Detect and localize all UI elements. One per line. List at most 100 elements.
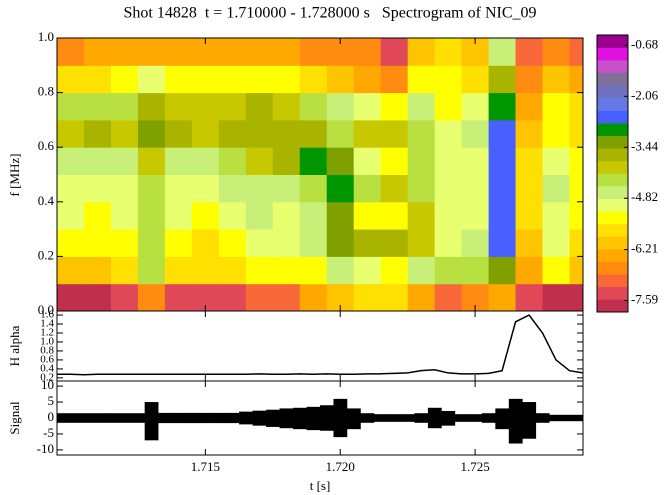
heatmap-cell bbox=[245, 65, 274, 94]
heatmap-cell bbox=[326, 229, 355, 257]
heatmap-cell bbox=[218, 283, 247, 311]
signal-envelope bbox=[63, 413, 78, 423]
y-tick-label: 10 bbox=[41, 377, 54, 392]
heatmap-cell bbox=[57, 65, 85, 94]
heatmap-cell bbox=[407, 119, 436, 148]
heatmap-cell bbox=[164, 256, 193, 285]
heatmap-cell bbox=[326, 174, 355, 203]
signal-envelope bbox=[198, 412, 213, 424]
signal-envelope bbox=[77, 413, 92, 423]
heatmap-cell bbox=[191, 201, 220, 230]
colorbar-band bbox=[597, 47, 628, 61]
heatmap-cell bbox=[299, 201, 328, 230]
signal-envelope bbox=[239, 411, 253, 425]
y-axis-label: f [MHz] bbox=[7, 154, 22, 197]
signal-envelope bbox=[427, 407, 442, 429]
colorbar-tick-label: -4.82 bbox=[631, 189, 658, 204]
y-tick-label: 1.0 bbox=[40, 335, 54, 347]
y-axis-label: H alpha bbox=[7, 325, 22, 366]
signal-envelope bbox=[373, 414, 388, 422]
colorbar-band bbox=[597, 160, 628, 174]
heatmap-cell bbox=[380, 65, 409, 94]
signal-envelope bbox=[279, 408, 294, 429]
heatmap-cell bbox=[569, 65, 583, 94]
signal-envelope bbox=[562, 414, 577, 422]
signal-envelope bbox=[346, 408, 361, 430]
heatmap-cell bbox=[380, 147, 409, 175]
heatmap-cell bbox=[434, 229, 463, 257]
heatmap-cell bbox=[299, 119, 328, 148]
heatmap-cell bbox=[272, 65, 301, 94]
colorbar-band bbox=[597, 249, 628, 262]
heatmap-cell bbox=[83, 119, 112, 148]
heatmap-cell bbox=[83, 256, 112, 285]
heatmap-cell bbox=[326, 119, 355, 148]
y-tick-label: 0.8 bbox=[40, 344, 54, 356]
heatmap-cell bbox=[434, 38, 463, 66]
heatmap-cell bbox=[272, 38, 301, 66]
heatmap-cell bbox=[380, 92, 409, 121]
heatmap-cell bbox=[272, 119, 301, 148]
heatmap-cell bbox=[488, 201, 517, 230]
heatmap-cell bbox=[218, 256, 247, 285]
heatmap-cell bbox=[434, 256, 463, 285]
heatmap-cell bbox=[83, 92, 112, 121]
signal-envelope bbox=[293, 407, 307, 430]
heatmap-cell bbox=[353, 174, 382, 203]
signal-envelope bbox=[414, 413, 429, 423]
heatmap-cell bbox=[83, 283, 112, 311]
heatmap-cell bbox=[299, 147, 328, 175]
heatmap-cell bbox=[218, 92, 247, 121]
heatmap-cell bbox=[326, 65, 355, 94]
heatmap-cell bbox=[326, 256, 355, 285]
heatmap-cell bbox=[245, 119, 274, 148]
signal-envelope bbox=[306, 406, 321, 431]
heatmap-cell bbox=[191, 256, 220, 285]
heatmap-cell bbox=[515, 229, 544, 257]
colorbar-tick-label: -7.59 bbox=[631, 292, 658, 307]
colorbar-band bbox=[597, 211, 628, 225]
heatmap-cell bbox=[245, 229, 274, 257]
heatmap-cell bbox=[57, 283, 85, 311]
colorbar-tick-label: -0.68 bbox=[631, 36, 658, 51]
heatmap-cell bbox=[245, 38, 274, 66]
heatmap-cell bbox=[83, 38, 112, 66]
y-tick-label: 0.0 bbox=[38, 302, 54, 317]
heatmap-cell bbox=[515, 201, 544, 230]
heatmap-cell bbox=[461, 256, 490, 285]
heatmap-cell bbox=[488, 119, 517, 148]
heatmap-cell bbox=[488, 229, 517, 257]
y-tick-label: 0.8 bbox=[38, 84, 54, 99]
heatmap-cell bbox=[164, 38, 193, 66]
heatmap-cell bbox=[407, 201, 436, 230]
heatmap-cell bbox=[542, 119, 571, 148]
heatmap-cell bbox=[83, 174, 112, 203]
colorbar-tick-label: -3.44 bbox=[631, 138, 659, 153]
heatmap-cell bbox=[164, 119, 193, 148]
heatmap-cell bbox=[434, 65, 463, 94]
heatmap-cell bbox=[542, 38, 571, 66]
heatmap-cell bbox=[515, 92, 544, 121]
y-tick-label: 1.2 bbox=[40, 327, 54, 339]
heatmap-cell bbox=[488, 174, 517, 203]
heatmap-cell bbox=[137, 38, 166, 66]
panel-frame bbox=[56, 310, 584, 382]
signal-envelope bbox=[400, 414, 415, 422]
colorbar-band bbox=[597, 97, 628, 111]
heatmap-cell bbox=[218, 65, 247, 94]
heatmap-cell bbox=[569, 229, 583, 257]
colorbar-band bbox=[597, 186, 628, 199]
heatmap-cell bbox=[488, 283, 517, 311]
heatmap-cell bbox=[407, 174, 436, 203]
heatmap-cell bbox=[542, 283, 571, 311]
colorbar-tick-label: -2.06 bbox=[631, 87, 659, 102]
heatmap-cell bbox=[272, 174, 301, 203]
signal-envelope bbox=[333, 398, 348, 438]
heatmap-cell bbox=[434, 283, 463, 311]
heatmap-cell bbox=[110, 147, 139, 175]
heatmap-cell bbox=[434, 201, 463, 230]
heatmap-cell bbox=[299, 229, 328, 257]
signal-envelope bbox=[320, 405, 334, 431]
heatmap-cell bbox=[164, 283, 193, 311]
heatmap-cell bbox=[461, 229, 490, 257]
